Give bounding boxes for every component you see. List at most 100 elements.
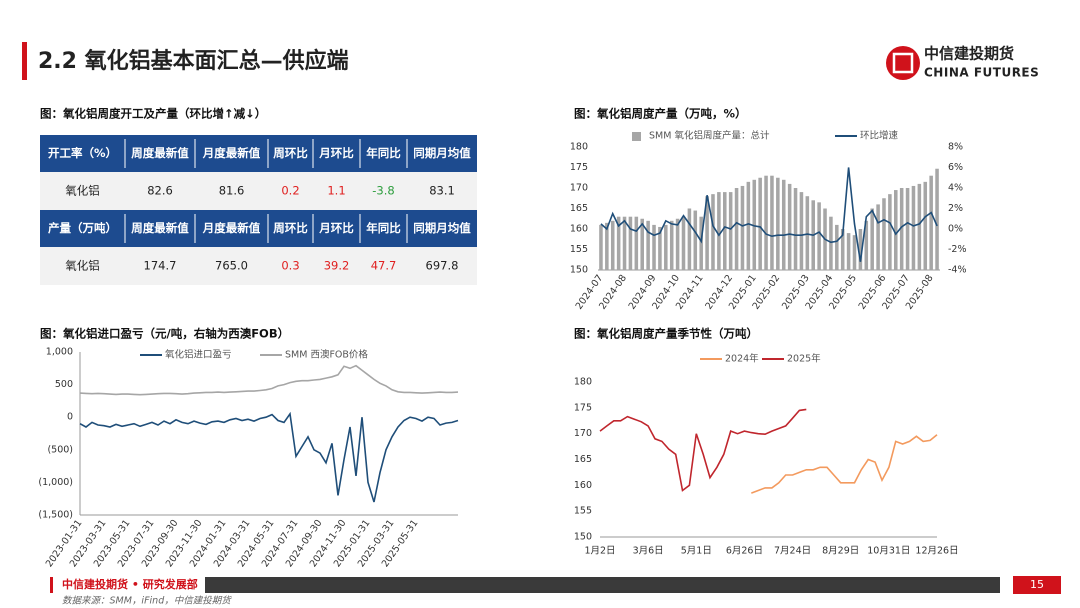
- y-tick-label: 0%: [948, 224, 963, 235]
- y-tick-label: -2%: [948, 244, 967, 255]
- bar: [728, 192, 733, 270]
- bar: [622, 216, 627, 270]
- legend-label: SMM 西澳FOB价格: [285, 349, 368, 361]
- bar: [669, 220, 674, 270]
- logo-en: CHINA FUTURES: [924, 66, 1039, 80]
- bar: [658, 226, 662, 270]
- header-cell: 年同比: [366, 146, 401, 160]
- bar: [870, 208, 874, 270]
- bar: [776, 177, 780, 270]
- x-tick-label: 1月2日: [584, 546, 615, 557]
- page-box: [1013, 576, 1061, 594]
- y-tick-label: 500: [55, 379, 73, 390]
- footer-accent: [50, 577, 53, 593]
- y-tick-label: (1,500): [38, 510, 73, 521]
- bar: [652, 224, 656, 270]
- bar: [917, 183, 922, 270]
- bar: [699, 216, 703, 270]
- bar: [935, 168, 939, 270]
- bar: [723, 192, 727, 270]
- bar: [929, 175, 933, 270]
- cell: 1.1: [327, 184, 345, 198]
- bar: [894, 190, 898, 270]
- page-number: 15: [1030, 578, 1044, 591]
- cell: 174.7: [144, 259, 177, 273]
- y-tick-label: 160: [570, 224, 588, 235]
- cell: 0.3: [281, 259, 299, 273]
- header-cell: 月度最新值: [202, 146, 261, 160]
- x-tick-label: 10月31日: [867, 546, 910, 557]
- legend-swatch: [632, 132, 641, 141]
- cell: -3.8: [372, 184, 394, 198]
- bar: [911, 185, 916, 270]
- x-tick-label: 6月26日: [726, 546, 763, 557]
- header-cell: 产量（万吨）: [48, 221, 117, 235]
- series-line: [599, 408, 807, 492]
- bar: [610, 220, 615, 270]
- x-tick-label: 3月6日: [633, 546, 664, 557]
- header-cell: 周环比: [273, 146, 308, 160]
- bar: [805, 196, 810, 270]
- cell: 765.0: [215, 259, 248, 273]
- cell: 氧化铝: [65, 184, 100, 198]
- bar: [752, 179, 757, 270]
- bar: [829, 216, 833, 270]
- y-tick-label: 170: [574, 428, 592, 439]
- series-line: [79, 411, 459, 503]
- bar: [693, 210, 698, 270]
- bar: [646, 220, 650, 270]
- bar: [687, 208, 692, 270]
- header-cell: 周度最新值: [131, 146, 189, 160]
- y-tick-label: (1,000): [38, 477, 73, 488]
- bar: [681, 216, 686, 270]
- y-tick-label: 0: [67, 412, 73, 423]
- bar: [664, 224, 668, 270]
- chart-title: 图：氧化铝周度产量（万吨，%）: [574, 107, 747, 121]
- x-tick-label: 12月26日: [915, 546, 958, 557]
- cell: 83.1: [429, 184, 455, 198]
- header-cell: 年同比: [366, 221, 401, 235]
- legend-label: 2024年: [725, 353, 759, 365]
- bar: [616, 216, 621, 270]
- bar: [835, 224, 839, 270]
- series-line: [600, 167, 938, 262]
- header-cell: 周度最新值: [131, 221, 189, 235]
- header-cell: 同期月均值: [413, 221, 471, 235]
- bar: [746, 181, 751, 270]
- header-cell: 周环比: [273, 221, 308, 235]
- bar: [888, 194, 892, 270]
- bar: [858, 229, 863, 270]
- bar: [734, 188, 739, 270]
- legend-label: SMM 氧化铝周度产量：总计: [649, 130, 770, 142]
- cell: 82.6: [147, 184, 173, 198]
- bar: [852, 235, 857, 270]
- y-tick-label: 1,000: [46, 347, 73, 358]
- logo-mark-inner: [892, 52, 914, 74]
- bar: [864, 220, 869, 270]
- header-cell: 月度最新值: [202, 221, 261, 235]
- cell: 39.2: [324, 259, 350, 273]
- source: 数据来源：SMM，iFind，中信建投期货: [62, 595, 232, 607]
- y-tick-label: 165: [574, 454, 592, 465]
- y-tick-label: 180: [570, 142, 588, 153]
- y-tick-label: -4%: [948, 265, 967, 276]
- bar: [770, 175, 774, 270]
- bar: [905, 188, 910, 270]
- series-line: [751, 434, 938, 494]
- bar: [740, 185, 745, 270]
- bar: [882, 198, 886, 270]
- logo-cn: 中信建投期货: [924, 45, 1014, 63]
- bar: [758, 177, 762, 270]
- footer-bar: [205, 577, 1000, 593]
- y-tick-label: 170: [570, 183, 588, 194]
- cell: 47.7: [371, 259, 397, 273]
- data-row: [40, 247, 477, 285]
- bar: [634, 216, 639, 270]
- cell: 81.6: [219, 184, 245, 198]
- chart-title: 图：氧化铝进口盈亏（元/吨，右轴为西澳FOB）: [40, 327, 289, 341]
- header-row: [40, 135, 477, 172]
- bar: [711, 194, 715, 270]
- header-cell: 月环比: [318, 146, 354, 160]
